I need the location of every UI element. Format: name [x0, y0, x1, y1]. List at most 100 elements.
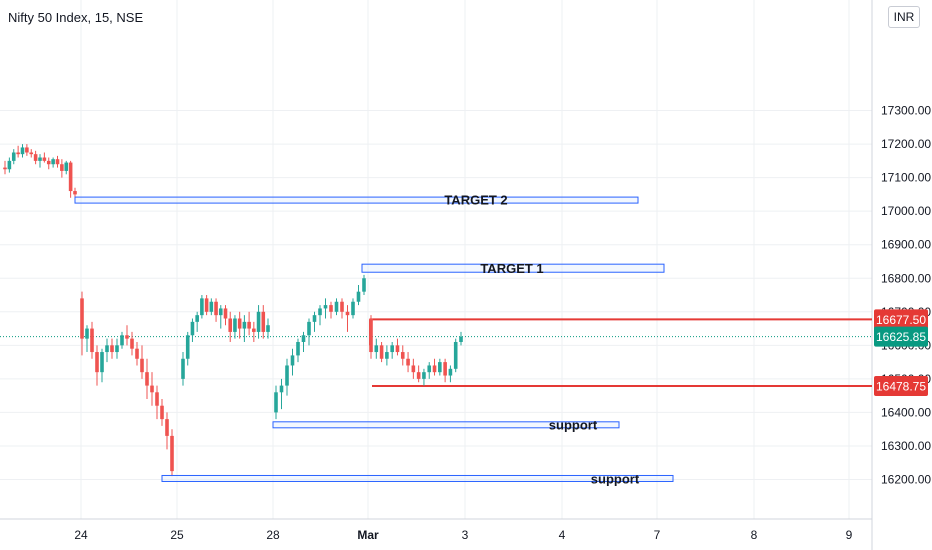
zone-box[interactable]: [272, 421, 620, 429]
price-tick-label: 17200.00: [881, 137, 931, 151]
candle-body: [195, 315, 199, 322]
candle-body: [247, 321, 251, 329]
candle-body: [115, 345, 119, 353]
price-tick-label: 17300.00: [881, 104, 931, 118]
candle-body: [60, 164, 64, 171]
price-tick-label: 17000.00: [881, 204, 931, 218]
grid-lines: [0, 0, 872, 519]
candle-body: [438, 362, 442, 373]
candle-body: [422, 372, 426, 379]
candle-body: [427, 365, 432, 373]
candle-body: [340, 301, 344, 312]
candle-body: [334, 301, 339, 312]
candle-body: [453, 341, 458, 369]
candle-body: [252, 328, 256, 332]
candle-body: [130, 338, 134, 349]
candle-body: [120, 335, 124, 346]
candle-body: [312, 315, 317, 322]
candle-body: [20, 147, 25, 155]
candle-body: [379, 345, 384, 359]
candle-body: [200, 298, 204, 316]
candle-body: [105, 345, 109, 353]
candle-body: [7, 160, 12, 170]
candle-body: [85, 328, 89, 339]
candle-body: [301, 335, 306, 342]
zone-box[interactable]: [361, 263, 665, 273]
candle-body: [33, 154, 38, 161]
zone-box[interactable]: [74, 196, 639, 204]
candle-body: [279, 385, 284, 393]
zone-box[interactable]: [161, 474, 674, 482]
time-tick-label: Mar: [357, 528, 379, 542]
time-tick-label: 28: [266, 528, 280, 542]
candle-body: [237, 318, 242, 329]
price-tick-label: 16900.00: [881, 238, 931, 252]
candle-body: [16, 152, 20, 155]
level-price-tag: 16478.75: [876, 380, 926, 394]
candle-body: [55, 159, 60, 165]
candle-body: [411, 365, 416, 373]
time-tick-label: 3: [462, 528, 469, 542]
candle-body: [290, 355, 295, 366]
candle-body: [345, 311, 350, 316]
candle-body: [11, 152, 16, 161]
candle-body: [218, 308, 223, 316]
candle-body: [181, 358, 185, 379]
candle-body: [42, 157, 47, 161]
time-tick-label: 25: [170, 528, 184, 542]
candle-body: [256, 311, 261, 332]
candle-body: [64, 162, 69, 171]
candle-series: [3, 144, 463, 477]
candle-body: [38, 157, 42, 161]
price-tick-label: 17100.00: [881, 171, 931, 185]
candle-body: [165, 419, 169, 436]
candle-body: [459, 336, 463, 342]
time-axis[interactable]: 24 25 28 Mar 3 4 7 8 9: [74, 528, 852, 542]
candle-body: [73, 191, 77, 195]
price-tick-label: 16300.00: [881, 439, 931, 453]
candle-body: [204, 298, 209, 312]
candle-body: [416, 372, 421, 379]
candle-body: [261, 311, 266, 332]
candle-body: [432, 365, 437, 373]
level-price-tag-bg: [874, 309, 928, 330]
candle-body: [145, 372, 149, 386]
candle-body: [150, 385, 154, 393]
candle-body: [362, 278, 366, 292]
candle-body: [29, 152, 34, 155]
candle-body: [274, 392, 278, 413]
price-axis[interactable]: 16200.0016300.0016400.0016500.0016600.00…: [881, 104, 931, 487]
currency-button[interactable]: INR: [888, 6, 920, 28]
time-tick-label: 9: [846, 528, 853, 542]
candle-body: [400, 352, 405, 359]
candle-body: [46, 160, 51, 165]
candle-body: [351, 301, 355, 316]
candle-body: [296, 341, 300, 356]
candle-body: [443, 362, 447, 376]
zone-rectangles[interactable]: TARGET 2 TARGET 1 support support: [74, 192, 674, 486]
candle-body: [190, 321, 195, 336]
candle-body: [185, 335, 190, 359]
candle-body: [323, 305, 328, 309]
candle-body: [285, 365, 289, 386]
candle-body: [95, 352, 99, 373]
candle-body: [385, 352, 389, 359]
candle-body: [80, 298, 84, 339]
candle-body: [170, 435, 174, 472]
candle-body: [395, 345, 400, 353]
time-tick-label: 7: [654, 528, 661, 542]
candle-body: [242, 321, 247, 329]
current-price-tag-bg: [874, 326, 928, 347]
price-tick-label: 16800.00: [881, 271, 931, 285]
level-price-tag-bg: [874, 376, 928, 397]
price-tick-label: 16200.00: [881, 473, 931, 487]
candle-body: [160, 405, 164, 420]
candle-body: [209, 301, 214, 312]
candle-body: [448, 368, 453, 376]
candle-body: [233, 318, 237, 332]
time-tick-label: 24: [74, 528, 88, 542]
candle-body: [318, 308, 322, 316]
candle-body: [100, 352, 104, 373]
level-price-tag: 16677.50: [876, 313, 926, 327]
